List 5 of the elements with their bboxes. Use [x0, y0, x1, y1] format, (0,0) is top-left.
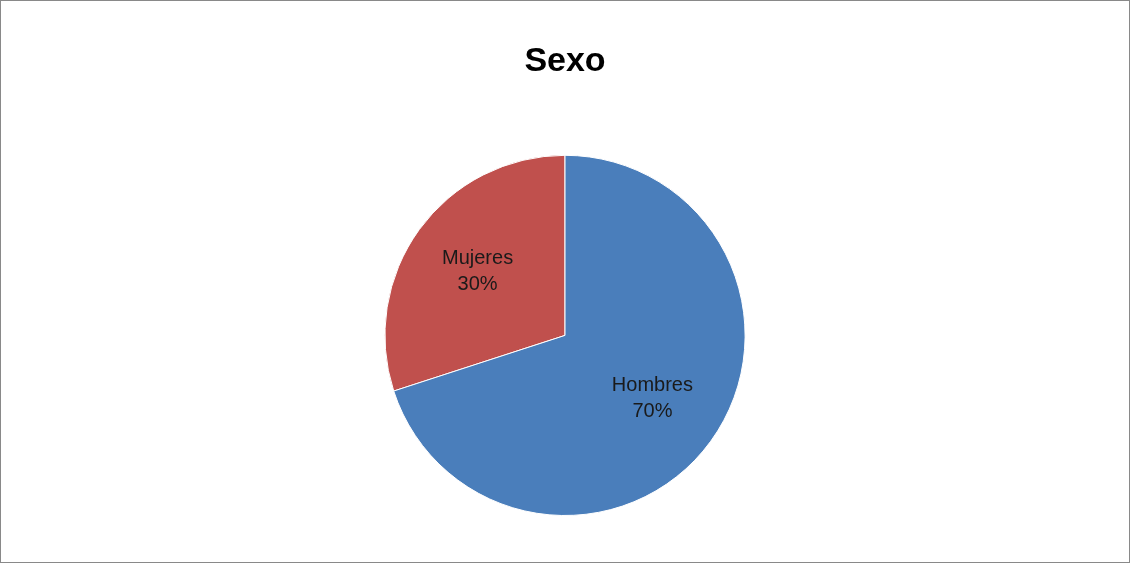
data-label: 70%: [632, 399, 673, 422]
slice-label: Mujeres: [442, 246, 514, 269]
slice-label: Hombres: [611, 373, 693, 396]
chart-title: Sexo: [524, 39, 606, 78]
data-label: 30%: [457, 272, 498, 295]
